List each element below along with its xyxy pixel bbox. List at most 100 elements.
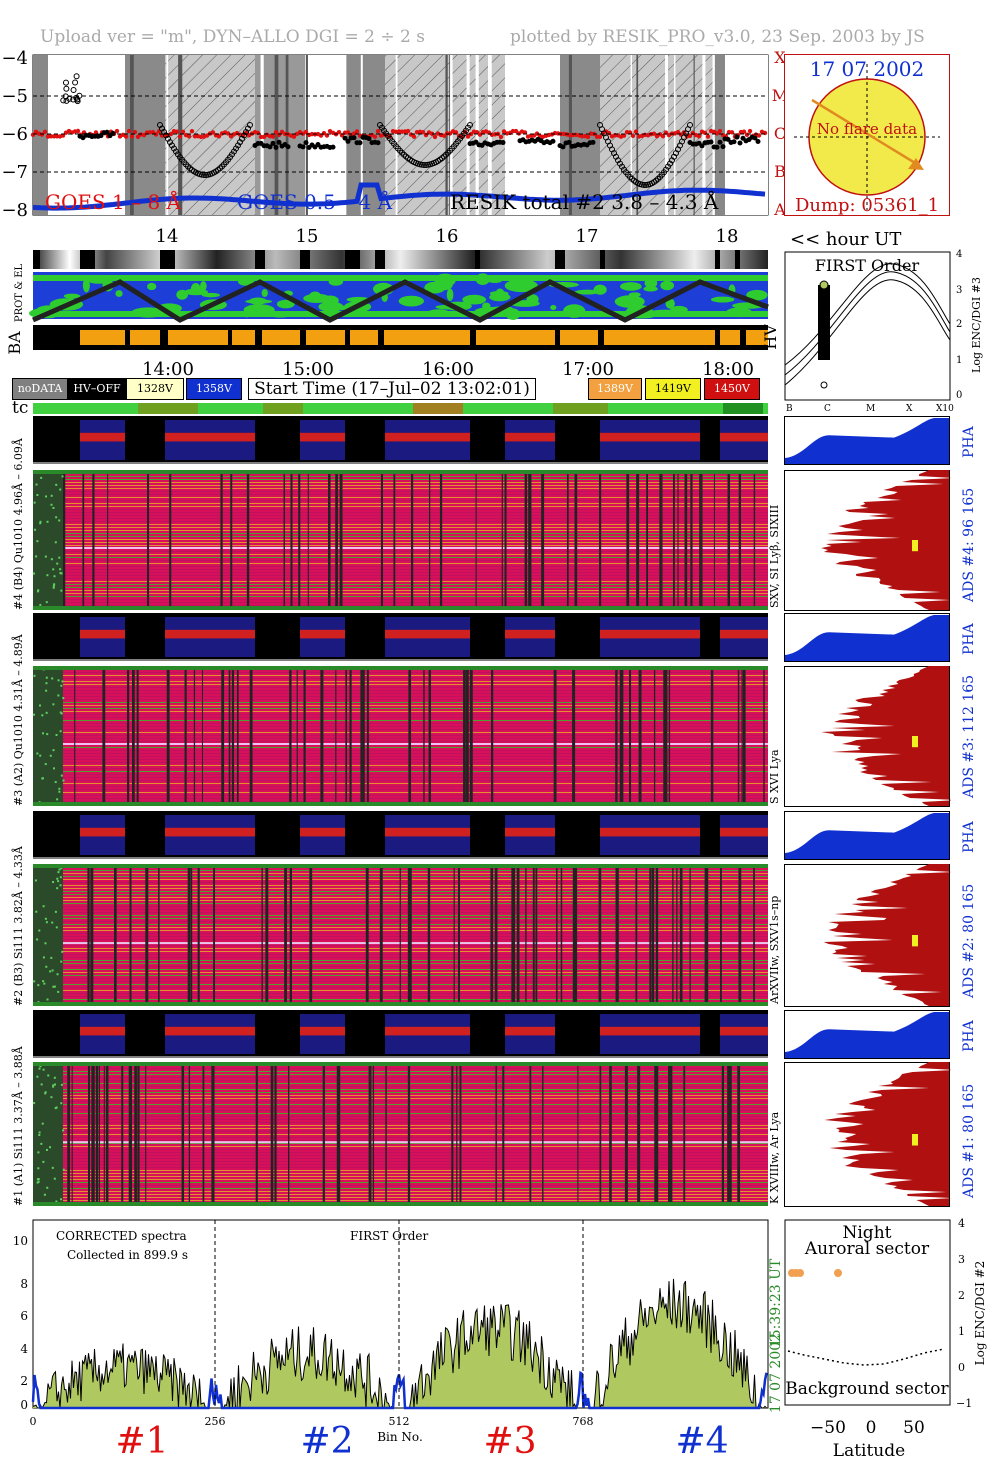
spec-xtick: 0 [30,1415,37,1428]
lat-xtick: 0 [866,1418,877,1438]
pha-label: PHA [961,821,977,853]
spec-time: 15:39:23 UT [768,1258,784,1347]
pha-panel [784,416,950,465]
lat-ytick: 4 [958,1217,965,1230]
pha-label: PHA [961,426,977,458]
spec-ytick: 0 [20,1398,28,1412]
fo-ytick: 0 [956,390,962,401]
spectrogram-strip [33,811,768,859]
lat-xtick: 50 [903,1418,925,1438]
lat-ytick: −1 [956,1397,972,1410]
hour-tick: 15 [296,226,319,247]
spectrogram-strip [33,1010,768,1058]
class-tick: A [773,200,786,219]
goes-ytick: −7 [1,162,28,183]
spec-ytick: 2 [20,1374,28,1388]
first-order-panel: FIRST Order 4 3 2 1 0 B C M X X10 Log EN… [784,249,983,414]
spec-ytick: 4 [20,1342,28,1356]
channel-label-3: #3 [483,1421,536,1462]
ads-panel [784,470,951,611]
first-order-title: FIRST Order [815,256,920,275]
channel-range-label: #2 (B3) Si111 3.82Å – 4.33Å [12,846,25,1006]
first-order-label: FIRST Order [350,1229,428,1243]
spec-date: 17 07 2002 [768,1333,784,1413]
background-label: Background sector [785,1379,949,1399]
goes-ytick: −8 [1,200,28,221]
time-tick: 16:00 [422,359,474,380]
prot-band [33,250,768,269]
spec-xtick: 512 [389,1415,410,1428]
line-label: SXV, SI Lyβ, SIXIII [768,504,781,608]
pha-panel [784,811,950,860]
spectrogram-main [33,666,768,806]
channel-label-2: #2 [300,1421,353,1462]
goes-panel: −4 −5 −6 −7 −8 X M C B A GOES 1 – 8 Å GO… [1,48,901,250]
lat-ytick: 0 [958,1361,965,1374]
channel-label-4: #4 [675,1421,728,1462]
lat-ytick: 3 [958,1253,965,1266]
latitude-panel: Night Auroral sector Background sector −… [784,1217,987,1461]
ads-panel [784,864,951,1007]
tc-label: tc [12,398,29,418]
fo-ytick: 3 [956,285,962,296]
pha-label: PHA [961,1020,977,1052]
spec-ytick: 8 [20,1277,28,1291]
fo-xtick: X10 [936,404,954,414]
channel-label-1: #1 [115,1421,168,1462]
time-tick: 15:00 [282,359,334,380]
spec-ytick: 10 [13,1234,28,1248]
pha-panel [784,613,950,662]
ba-label: BA [5,331,24,355]
spec-ytick: 6 [20,1309,28,1323]
legend-1328v: 1328V [126,378,184,400]
tc-bar [33,403,768,414]
spectrogram-main [33,470,768,610]
dump-id: Dump: 05361_1 [795,195,939,216]
class-tick: C [774,124,786,143]
channel-range-label: #3 (A2) Qu1010 4.31Å – 4.89Å [12,634,25,806]
legend-1358v: 1358V [186,378,242,400]
legend-hvoff: HV–OFF [68,378,126,400]
channel-range-label: #4 (B4) Qu1010 4.96Å – 6.09Å [12,438,25,610]
background-curve [787,1348,945,1366]
fo-xtick: X [906,404,913,414]
spec-xtick: 256 [205,1415,226,1428]
hv-label: HV [761,324,780,350]
hour-label: << hour UT [790,229,901,250]
legend-1450v: 1450V [704,378,760,400]
class-tick: X [774,48,786,67]
goes-ytick: −6 [1,124,28,145]
fo-ylabel: Log ENC/DGI #3 [970,277,983,373]
fo-ytick: 4 [956,249,962,260]
lat-ytick: 1 [958,1325,965,1338]
goes-ytick: −4 [1,48,28,69]
ads-label: ADS #2: 80 165 [961,883,977,998]
hour-tick: 18 [716,226,739,247]
legend-goes054: GOES 0.5 – 4 Å [237,189,393,214]
fo-xtick: M [866,404,875,414]
time-tick: 14:00 [142,359,194,380]
fo-ytick: 2 [956,319,962,330]
hour-tick: 14 [156,226,179,247]
spectrogram-main [33,864,768,1006]
time-tick: 17:00 [562,359,614,380]
no-flare-text: No flare data [817,120,917,138]
legend-1419v: 1419V [645,378,701,400]
night-label: Night [843,1223,892,1243]
time-tick: 18:00 [702,359,754,380]
channel-range-label: #1 (A1) Si111 3.37Å – 3.88Å [12,1046,25,1206]
legend-1389v: 1389V [588,378,642,400]
fo-xtick: C [824,404,831,414]
ads-panel [784,666,951,807]
legend-nodata: noDATA [12,378,68,400]
pha-panel [784,1010,950,1059]
spectrogram-main [33,1062,768,1206]
bottom-spectrum: CORRECTED spectra Collected in 899.9 s F… [13,1219,784,1462]
legend-goes18: GOES 1 – 8 Å [45,189,182,214]
info-box: 17 07 2002 No flare data Dump: 05361_1 [784,54,950,216]
hour-tick: 17 [576,226,599,247]
lat-ytick: 2 [958,1289,965,1302]
orbit-arrow [811,98,921,168]
ads-label: ADS #4: 96 165 [961,487,977,602]
fo-xtick: B [786,404,793,414]
